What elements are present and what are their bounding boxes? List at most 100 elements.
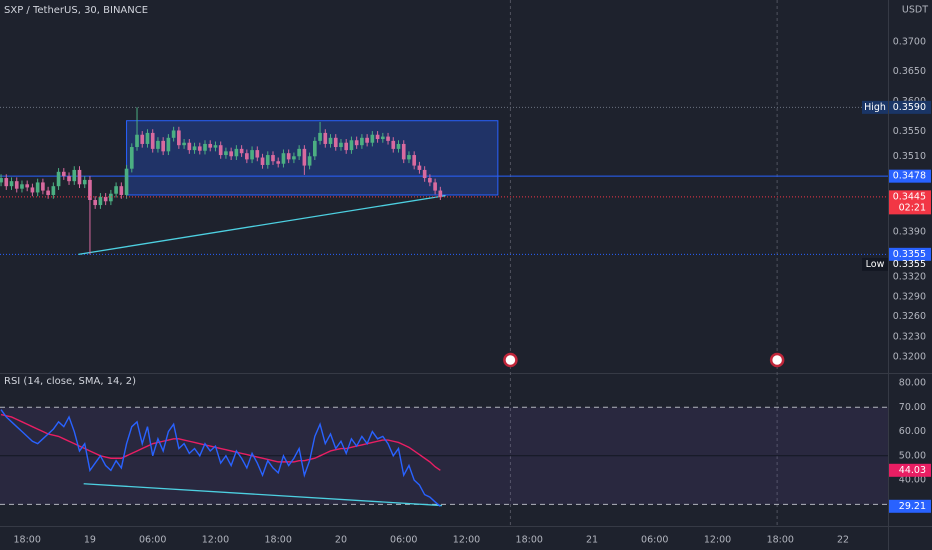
candle-body <box>114 186 118 194</box>
rsi-value-box <box>889 463 931 477</box>
y-tick-label: 0.3290 <box>893 291 926 302</box>
candle-body <box>349 140 354 151</box>
candle-body <box>98 196 103 206</box>
y-tick-label: 0.3200 <box>893 352 926 363</box>
x-tick-label: 12:00 <box>453 535 480 546</box>
level-label-box <box>889 247 931 261</box>
candle-body <box>360 137 364 146</box>
rsi-value-box <box>889 499 931 513</box>
candle-body <box>401 143 406 160</box>
currency-label: USDT <box>902 5 928 16</box>
candle-body <box>407 155 411 160</box>
candle-body <box>213 145 218 148</box>
x-tick-label: 18:00 <box>767 535 794 546</box>
rsi-title: RSI (14, close, SMA, 14, 2) <box>4 376 136 387</box>
candle-body <box>171 130 176 138</box>
candle-body <box>297 148 301 157</box>
candle-body <box>412 155 417 166</box>
candle-body <box>67 176 71 182</box>
candle-body <box>328 137 333 144</box>
x-tick-label: 22 <box>837 535 849 546</box>
candle-body <box>265 155 270 165</box>
candle-body <box>72 169 77 182</box>
y-tick-label: 0.3510 <box>893 151 926 162</box>
candle-body <box>292 156 296 160</box>
candle-body <box>218 145 223 156</box>
candle-body <box>161 140 165 152</box>
candle-body <box>25 184 30 188</box>
rsi-tick-label: 80.00 <box>899 377 926 388</box>
candle-body <box>203 143 207 151</box>
candle-body <box>323 132 328 144</box>
candle-body <box>135 134 139 148</box>
y-tick-label: 0.3260 <box>893 311 926 322</box>
x-tick-label: 20 <box>335 535 347 546</box>
candle-body <box>276 161 281 164</box>
candle-body <box>375 134 380 140</box>
trendline <box>78 194 446 255</box>
low-value: 0.3355 <box>893 259 926 270</box>
x-tick-label: 06:00 <box>139 535 166 546</box>
candle-body <box>286 153 291 160</box>
rsi-tick-label: 50.00 <box>899 450 926 461</box>
candle-body <box>208 143 213 148</box>
candle-body <box>61 171 66 177</box>
low-name: Low <box>866 259 885 270</box>
event-flag <box>769 352 785 368</box>
candle-body <box>433 182 437 191</box>
level-label: 0.3355 <box>893 249 926 260</box>
candle-body <box>281 153 286 164</box>
level-label-box <box>889 169 931 183</box>
candle-body <box>41 182 45 191</box>
candle-body <box>4 178 9 187</box>
countdown-label: 02:21 <box>899 202 926 213</box>
candle-body <box>187 142 192 151</box>
candle-body <box>177 130 181 146</box>
candle-body <box>46 190 50 195</box>
last-price-box <box>889 190 931 215</box>
candle-body <box>9 181 14 187</box>
event-flag <box>503 352 518 368</box>
candle-body <box>124 168 129 195</box>
candle-body <box>129 147 134 169</box>
candle-body <box>82 179 87 185</box>
x-tick-label: 12:00 <box>704 535 731 546</box>
y-tick-label: 0.3390 <box>893 226 926 237</box>
candle-body <box>156 140 160 149</box>
candle-body <box>312 140 317 157</box>
x-tick-label: 18:00 <box>13 535 40 546</box>
chart-title: SXP / TetherUS, 30, BINANCE <box>4 5 148 16</box>
x-tick-label: 12:00 <box>202 535 229 546</box>
candle-body <box>197 146 202 151</box>
candle-body <box>192 146 197 151</box>
candle-body <box>35 182 40 193</box>
candle-body <box>56 171 61 187</box>
candle-body <box>93 200 98 206</box>
level-name: High <box>864 102 886 113</box>
candle-body <box>318 132 322 141</box>
candle-body <box>51 186 56 195</box>
rsi-tick-label: 40.00 <box>899 475 926 486</box>
x-tick-label: 06:00 <box>641 535 668 546</box>
candle-body <box>339 142 343 148</box>
candle-body <box>109 193 113 202</box>
candle-body <box>182 142 186 146</box>
candle-body <box>370 134 375 143</box>
x-tick-label: 06:00 <box>390 535 417 546</box>
candle-body <box>20 184 24 189</box>
candle-body <box>145 132 150 144</box>
candle-body <box>344 142 349 151</box>
candle-body <box>396 143 401 149</box>
candle-body <box>333 137 338 148</box>
x-tick-label: 18:00 <box>265 535 292 546</box>
level-label: 0.3590 <box>893 102 926 113</box>
x-tick-label: 19 <box>84 535 96 546</box>
rsi-value-label: 29.21 <box>899 501 926 512</box>
candle-body <box>140 134 145 144</box>
y-tick-label: 0.3550 <box>893 126 926 137</box>
level-name-box <box>862 100 888 114</box>
candle-body <box>438 190 443 197</box>
candle-body <box>77 169 82 185</box>
candle-body <box>150 132 155 149</box>
candle-body <box>103 196 108 202</box>
